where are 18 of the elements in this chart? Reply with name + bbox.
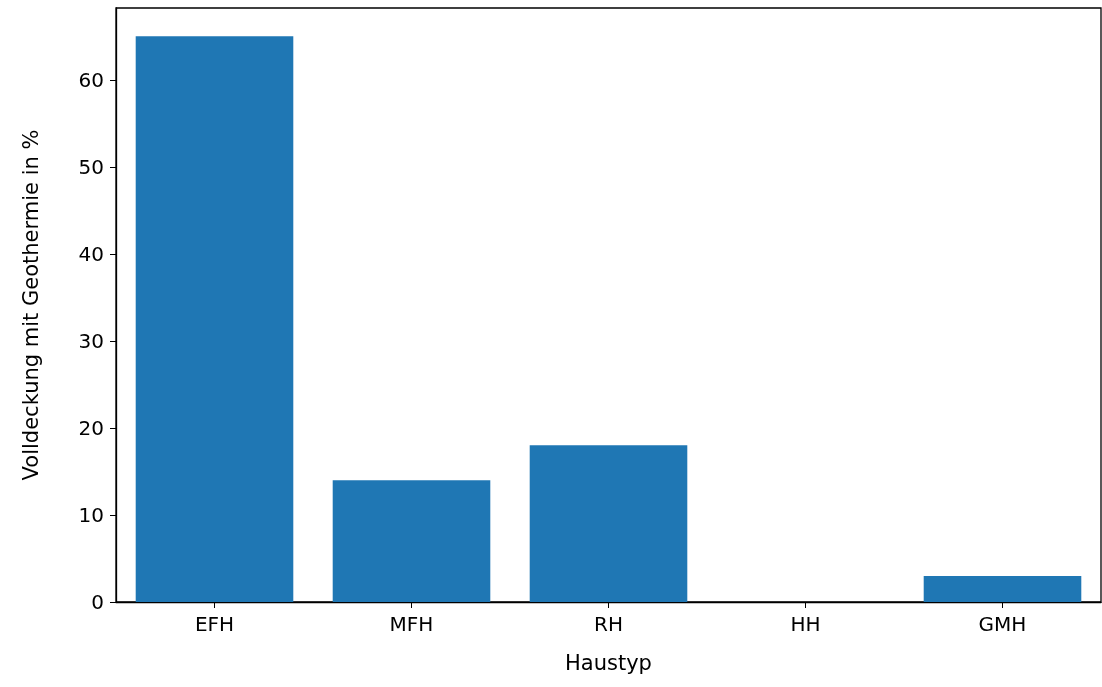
y-tick-label: 0	[91, 590, 104, 614]
bar	[923, 575, 1082, 602]
x-tick-label: RH	[594, 612, 623, 636]
x-tick-label: HH	[790, 612, 821, 636]
y-tick-label: 20	[78, 415, 104, 440]
x-axis-title: Haustyp	[565, 650, 652, 675]
y-axis-title: Volldeckung mit Geothermie in %	[18, 129, 43, 481]
y-tick-label: 50	[78, 154, 104, 179]
x-tick-label: EFH	[194, 612, 235, 636]
bar	[332, 480, 491, 602]
y-tick-label: 30	[78, 328, 104, 353]
y-tick-label: 40	[78, 241, 104, 266]
y-tick-label: 60	[78, 67, 104, 92]
bar	[135, 36, 294, 602]
x-tick-label: GMH	[978, 612, 1027, 636]
bar	[529, 445, 688, 602]
y-tick-label: 10	[78, 502, 104, 527]
x-tick-label: MFH	[389, 612, 434, 636]
